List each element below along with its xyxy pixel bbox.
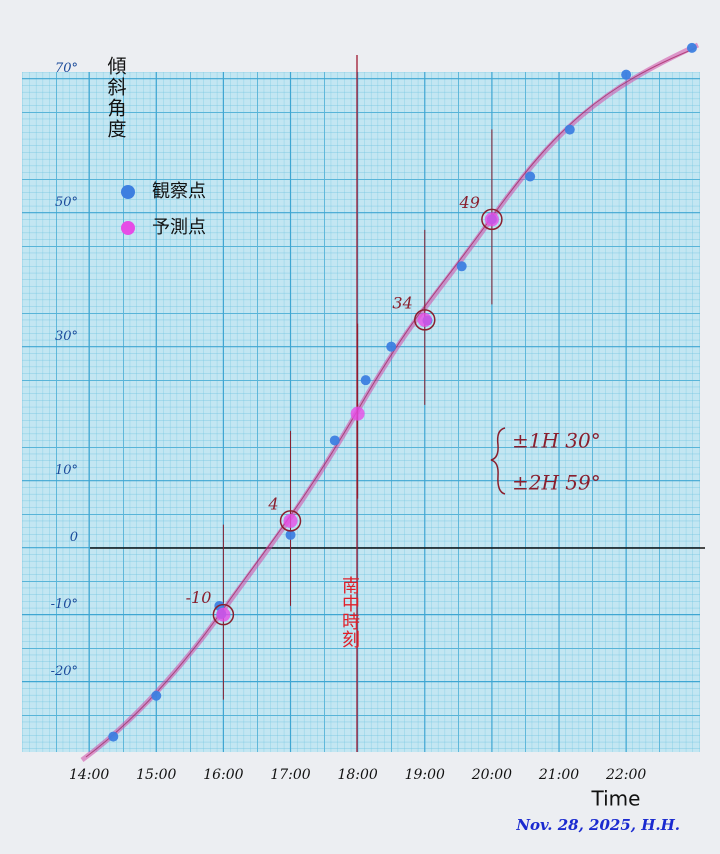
observed-point [525,171,536,182]
predicted-point [417,312,432,327]
range-1h: ±1H 30° [512,429,601,453]
observed-point [329,435,340,446]
x-axis-label: Time [591,787,641,811]
x-tick-label: 15:00 [136,767,176,783]
y-tick-label: 70° [55,61,78,76]
x-tick-label: 14:00 [69,767,109,783]
x-tick-label: 22:00 [605,767,646,783]
legend-swatch [121,221,135,235]
transit-label: 南中時刻 [339,576,360,649]
label-ring [414,309,436,331]
label-ring [279,510,302,532]
signature: Nov. 28, 2025, H.H. [515,816,680,834]
observed-point [360,375,371,386]
label-ring [212,603,235,626]
x-tick-label: 19:00 [405,767,445,783]
observed-point [285,529,296,540]
y-tick-label: 30° [55,329,78,344]
label-ring [481,208,503,231]
legend-label: 観察点 [152,181,206,202]
observed-point [386,341,397,352]
observed-point [151,690,162,701]
y-tick-label: 0 [70,530,78,545]
data-label: 34 [392,293,412,312]
x-tick-label: 17:00 [270,767,310,783]
data-label: -10 [186,588,212,607]
observed-point [621,69,632,80]
x-tick-label: 18:00 [337,767,377,783]
y-tick-label: -10° [51,597,78,612]
observed-point [456,261,467,272]
predicted-point [283,513,298,528]
y-tick-label: 10° [55,463,78,478]
data-label: 49 [459,193,480,212]
x-tick-label: 20:00 [471,767,512,783]
y-tick-label: 50° [55,195,78,210]
data-label: 4 [267,494,278,513]
y-tick-label: -20° [51,664,78,679]
observed-point [686,42,697,53]
x-tick-label: 16:00 [203,767,243,783]
predicted-point [350,406,365,421]
predicted-point [484,212,499,227]
brace [490,427,506,495]
legend-swatch [121,185,135,199]
x-tick-label: 21:00 [538,767,579,783]
observed-point [108,731,119,742]
observed-point [564,124,575,135]
range-2h: ±2H 59° [512,471,601,495]
y-axis-label: 傾斜角度 [105,56,127,140]
legend-label: 予測点 [152,217,206,238]
predicted-point [216,607,231,622]
